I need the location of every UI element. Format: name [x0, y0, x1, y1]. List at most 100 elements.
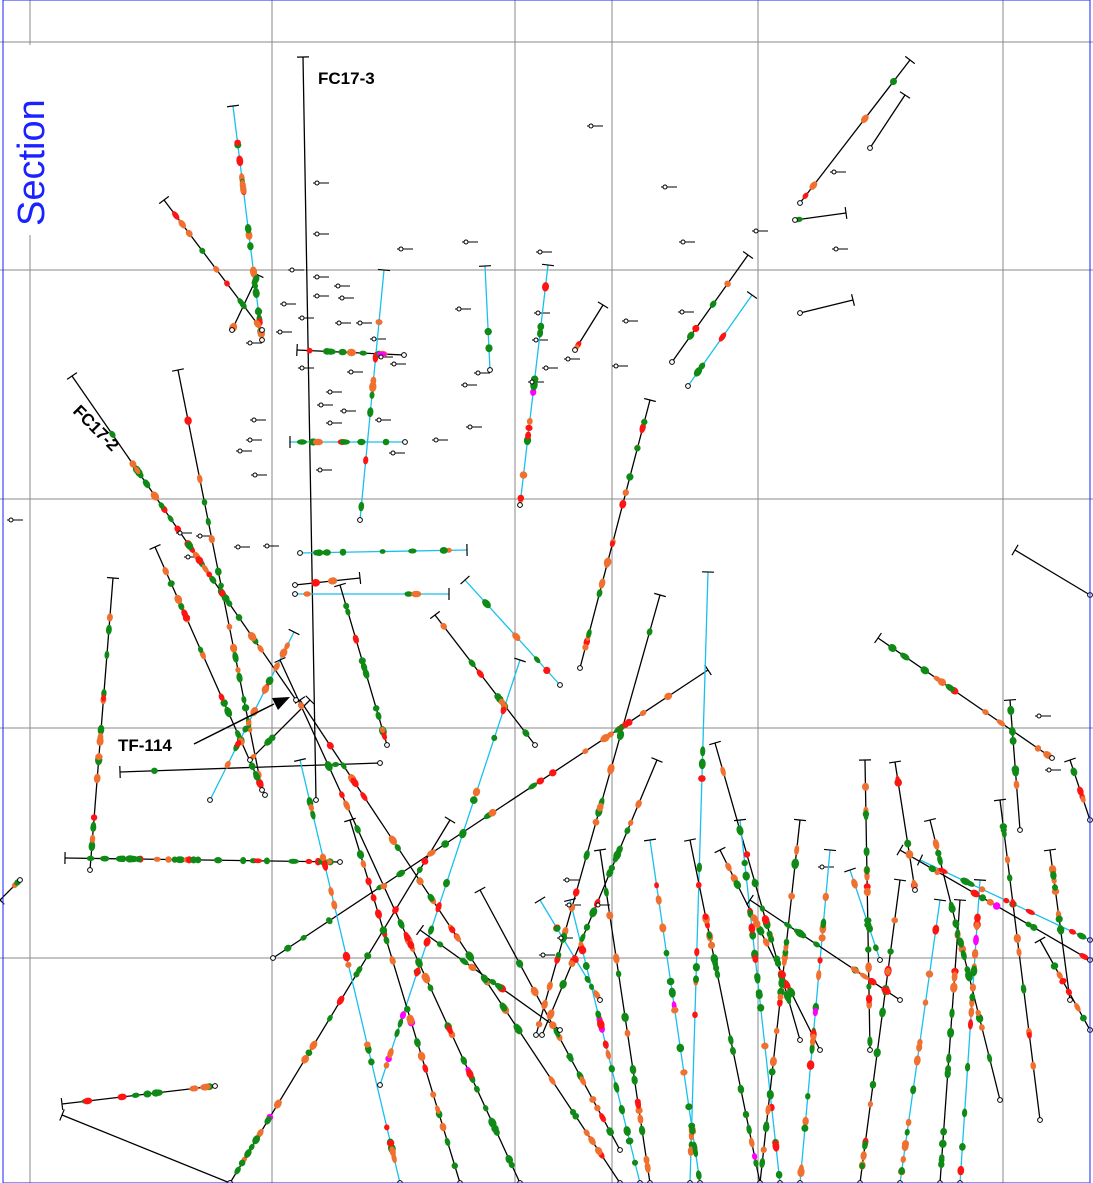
collar-marker	[299, 315, 305, 321]
assay-interval	[859, 1162, 866, 1170]
collar-marker	[533, 337, 539, 343]
assay-interval	[881, 986, 891, 995]
assay-interval	[522, 729, 530, 737]
hole-end-marker	[1017, 827, 1023, 833]
assay-interval	[363, 456, 369, 465]
assay-interval	[153, 1089, 163, 1096]
hole-end-marker	[685, 383, 691, 389]
assay-interval	[806, 1060, 815, 1070]
assay-interval	[261, 685, 270, 694]
assay-interval	[415, 958, 423, 968]
assay-interval	[885, 967, 891, 976]
assay-interval	[741, 859, 748, 867]
assay-interval	[356, 965, 363, 974]
assay-interval	[753, 1159, 759, 1167]
assay-interval	[866, 924, 873, 933]
collar-marker	[819, 864, 825, 870]
hole-end-marker	[797, 200, 803, 206]
assay-interval	[689, 1126, 696, 1135]
assay-interval	[638, 1125, 646, 1136]
assay-interval	[1059, 977, 1067, 985]
collar-bar	[534, 896, 546, 904]
assay-interval	[1008, 727, 1016, 736]
assay-interval	[706, 931, 712, 940]
assay-interval	[749, 931, 757, 940]
assay-interval	[925, 970, 934, 978]
assay-interval	[430, 1091, 437, 1098]
assay-interval	[634, 1098, 641, 1105]
collar-bar	[416, 924, 424, 936]
hole-end-marker	[270, 955, 276, 961]
assay-interval	[618, 1104, 626, 1115]
collar-marker	[595, 902, 601, 908]
assay-interval	[802, 1116, 809, 1126]
label-fc17-3: FC17-3	[318, 69, 375, 88]
assay-interval	[489, 978, 497, 986]
assay-interval	[751, 1152, 758, 1160]
assay-interval	[383, 936, 390, 945]
assay-interval	[608, 864, 616, 871]
assay-interval	[1013, 780, 1020, 790]
hole-end-marker	[577, 665, 583, 671]
collar-marker	[314, 293, 320, 299]
assay-interval	[257, 644, 264, 653]
assay-interval	[709, 300, 717, 308]
assay-interval	[350, 777, 359, 788]
assay-interval	[388, 835, 398, 846]
assay-interval	[205, 517, 211, 526]
assay-interval	[353, 971, 360, 978]
assay-interval	[375, 711, 382, 721]
assay-interval	[867, 1101, 874, 1108]
assay-interval	[920, 666, 930, 675]
assay-interval	[695, 881, 702, 889]
assay-interval	[181, 609, 188, 618]
assay-interval	[933, 675, 942, 683]
assay-interval	[947, 1027, 955, 1038]
collar-marker	[543, 365, 549, 371]
collar-bar	[158, 195, 170, 205]
hole-end-marker	[792, 217, 798, 223]
assay-interval	[698, 775, 706, 782]
assay-interval	[971, 948, 979, 959]
assay-interval	[407, 940, 415, 950]
assay-interval	[443, 878, 450, 888]
collar-bar	[460, 575, 470, 585]
drillhole-trace	[1009, 699, 1021, 831]
collar-marker	[565, 356, 571, 362]
assay-interval	[761, 915, 770, 925]
assay-interval	[345, 608, 351, 616]
assay-interval	[685, 1103, 693, 1111]
assay-interval	[1030, 1061, 1037, 1070]
assay-interval	[913, 1055, 921, 1066]
assay-interval	[950, 982, 958, 993]
assay-interval	[199, 247, 206, 254]
assay-interval	[473, 1085, 480, 1093]
assay-interval	[303, 591, 311, 597]
drillhole-trace	[299, 759, 401, 1183]
assay-interval	[1003, 897, 1010, 904]
collar-marker	[753, 228, 759, 234]
assay-interval	[224, 760, 231, 769]
assay-interval	[206, 571, 213, 578]
assay-interval	[232, 651, 239, 663]
collar-bar	[478, 265, 492, 267]
assay-interval	[692, 324, 700, 333]
assay-interval	[356, 850, 365, 860]
assay-interval	[975, 1013, 984, 1023]
hole-end-marker	[912, 887, 918, 893]
collar-bar	[226, 104, 240, 108]
assay-interval	[265, 676, 274, 686]
hole-end-marker	[357, 517, 363, 523]
assay-interval	[383, 1062, 390, 1069]
assay-interval	[891, 917, 898, 924]
assay-interval	[158, 502, 165, 510]
assay-interval	[131, 1092, 140, 1098]
assay-interval	[966, 880, 975, 887]
assay-interval	[905, 1118, 912, 1127]
assay-interval	[773, 1027, 780, 1035]
assay-interval	[106, 613, 113, 622]
assay-interval	[687, 1146, 695, 1156]
assay-interval	[970, 965, 978, 977]
assay-interval	[759, 905, 766, 912]
